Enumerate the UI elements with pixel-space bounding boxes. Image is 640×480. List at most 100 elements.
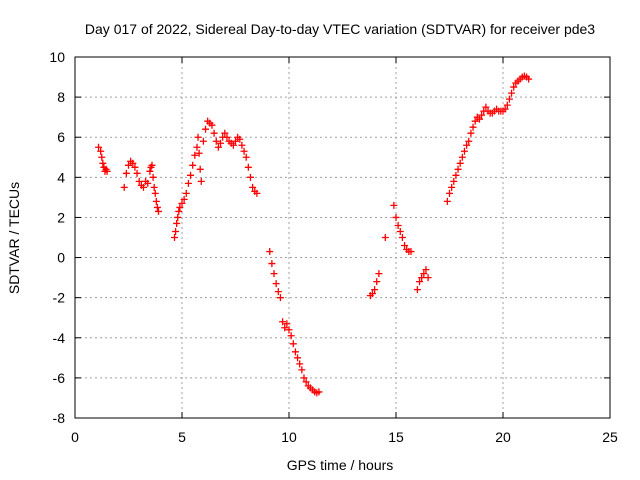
data-point	[172, 227, 180, 235]
data-point	[174, 213, 182, 221]
data-point	[98, 153, 106, 161]
data-point	[465, 137, 473, 145]
data-point	[131, 163, 139, 171]
data-point	[503, 101, 511, 109]
data-point	[302, 378, 310, 386]
y-axis-label: SDTVAR / TECUs	[6, 182, 22, 294]
data-point	[103, 167, 111, 175]
data-point	[246, 173, 254, 181]
data-point	[446, 189, 453, 197]
data-point	[456, 159, 464, 167]
data-point	[407, 248, 415, 256]
data-point	[475, 115, 483, 123]
data-point	[300, 374, 308, 382]
data-point	[249, 183, 257, 191]
data-point	[525, 75, 533, 83]
data-point	[510, 83, 518, 91]
data-point	[401, 242, 409, 250]
data-point	[236, 135, 244, 143]
x-tick-label: 20	[495, 429, 511, 445]
data-point	[144, 179, 152, 187]
data-point	[443, 197, 451, 205]
data-point	[242, 153, 250, 161]
data-point	[291, 348, 299, 356]
data-point	[175, 207, 183, 215]
data-point	[193, 143, 201, 151]
data-point	[420, 270, 428, 278]
data-point	[274, 288, 282, 296]
data-point	[152, 197, 160, 205]
data-point	[394, 221, 402, 229]
data-point	[270, 270, 278, 278]
x-tick-label: 15	[388, 429, 404, 445]
data-point	[294, 354, 302, 362]
y-tick-label: 10	[49, 49, 65, 65]
data-point	[171, 234, 179, 241]
x-tick-label: 5	[178, 429, 186, 445]
plot-frame	[74, 56, 611, 419]
data-point	[450, 177, 458, 185]
y-tick-label: -4	[53, 330, 66, 346]
data-point	[182, 189, 190, 197]
data-point	[133, 169, 141, 177]
data-point	[122, 169, 130, 177]
data-point	[285, 326, 293, 334]
data-point	[390, 201, 398, 209]
x-axis-label: GPS time / hours	[287, 457, 394, 473]
data-point	[460, 147, 468, 155]
y-tick-label: 8	[57, 89, 65, 105]
data-point	[505, 95, 513, 103]
data-point	[176, 203, 184, 211]
data-point	[129, 159, 137, 167]
data-point	[244, 163, 252, 171]
data-point	[95, 143, 103, 151]
data-point	[135, 177, 143, 185]
data-point	[478, 111, 486, 119]
data-point	[253, 189, 261, 197]
data-point	[279, 318, 287, 326]
data-point	[501, 105, 509, 113]
data-point	[238, 141, 246, 149]
x-tick-label: 25	[602, 429, 618, 445]
data-point	[463, 141, 471, 149]
data-point	[125, 161, 132, 169]
data-point	[217, 139, 225, 147]
data-point	[289, 340, 297, 348]
y-tick-label: 6	[57, 129, 65, 145]
data-point	[195, 149, 203, 157]
data-point	[151, 189, 159, 197]
data-point	[416, 278, 424, 286]
data-point	[381, 234, 389, 241]
data-point	[469, 123, 477, 131]
data-point	[458, 153, 466, 161]
data-point	[418, 274, 426, 282]
data-point	[283, 320, 291, 328]
data-point	[467, 129, 475, 137]
data-point	[508, 89, 516, 97]
data-point	[448, 183, 456, 191]
x-tick-label: 0	[71, 429, 79, 445]
data-point	[212, 137, 220, 145]
data-point	[154, 207, 162, 215]
data-point	[266, 248, 274, 256]
data-point	[232, 137, 239, 145]
data-point	[272, 280, 280, 288]
data-point	[392, 213, 400, 221]
data-point	[120, 183, 128, 191]
data-point	[281, 324, 289, 332]
chart-title: Day 017 of 2022, Sidereal Day-to-day VTE…	[85, 21, 595, 37]
data-point	[471, 117, 479, 125]
data-points	[95, 72, 533, 397]
data-point	[368, 290, 376, 298]
data-point	[189, 161, 197, 169]
data-point	[199, 137, 207, 145]
y-tick-label: -2	[53, 290, 66, 306]
data-point	[223, 133, 231, 141]
data-point	[396, 227, 404, 235]
y-tick-label: 4	[57, 169, 65, 185]
y-axis-tick-labels: -8 -6 -4 -2 0 2 4 6 8 10	[49, 49, 65, 426]
data-point	[452, 171, 460, 179]
data-point	[191, 151, 199, 159]
data-point	[413, 286, 421, 294]
